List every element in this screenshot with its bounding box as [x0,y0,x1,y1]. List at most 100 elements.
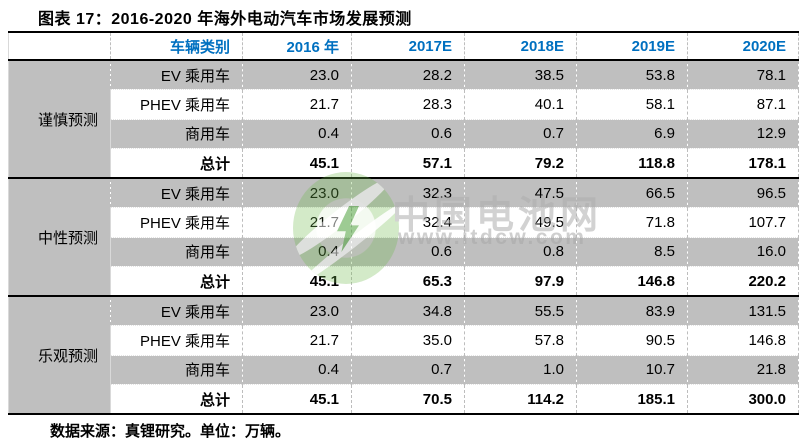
value-cell: 57.8 [464,325,577,355]
value-cell: 90.5 [576,325,688,355]
value-cell: 70.5 [351,384,465,414]
value-cell: 35.0 [351,325,465,355]
value-cell: 21.7 [242,325,352,355]
category-cell: EV 乘用车 [110,177,243,208]
table-row: 总计 45.1 70.5 114.2 185.1 300.0 [8,384,799,414]
value-cell: 21.7 [242,89,352,119]
category-cell: 总计 [110,148,243,178]
value-cell: 87.1 [687,89,799,119]
value-cell: 38.5 [464,59,577,90]
value-cell: 0.7 [351,354,465,385]
value-cell: 45.1 [242,148,352,178]
header-row: 车辆类别 2016 年 2017E 2018E 2019E 2020E [8,32,799,60]
value-cell: 131.5 [687,295,799,326]
value-cell: 34.8 [351,295,465,326]
value-cell: 83.9 [576,295,688,326]
table-row: 中性预测 EV 乘用车 23.0 32.3 47.5 66.5 96.5 [8,177,799,296]
value-cell: 0.4 [242,118,352,149]
category-cell: 商用车 [110,354,243,385]
table-row: PHEV 乘用车 21.7 32.4 49.5 71.8 107.7 [9,207,799,237]
value-cell: 65.3 [351,266,465,296]
table-row: 商用车 0.4 0.6 0.7 6.9 12.9 [9,118,799,149]
category-cell: PHEV 乘用车 [110,207,243,237]
value-cell: 12.9 [687,118,799,149]
group-label-cell: 乐观预测 [8,296,111,414]
value-cell: 45.1 [242,384,352,414]
table-row: 总计 45.1 57.1 79.2 118.8 178.1 [8,148,799,178]
value-cell: 53.8 [576,59,688,90]
category-cell: PHEV 乘用车 [110,89,243,119]
value-cell: 0.7 [464,118,577,149]
value-cell: 114.2 [464,384,577,414]
value-cell: 66.5 [576,177,688,208]
table-row: 总计 45.1 65.3 97.9 146.8 220.2 [8,266,799,296]
value-cell: 45.1 [242,266,352,296]
table-row: PHEV 乘用车 21.7 35.0 57.8 90.5 146.8 [9,325,799,355]
header-cell: 2016 年 [242,32,352,60]
value-cell: 58.1 [576,89,688,119]
value-cell: 57.1 [351,148,465,178]
value-cell: 21.7 [242,207,352,237]
table-header: 车辆类别 2016 年 2017E 2018E 2019E 2020E [8,32,799,60]
category-cell: 商用车 [110,118,243,149]
group-label-cell: 谨慎预测 [8,60,111,178]
value-cell: 78.1 [687,59,799,90]
value-cell: 0.4 [242,236,352,267]
value-cell: 23.0 [242,295,352,326]
value-cell: 21.8 [687,354,799,385]
value-cell: 23.0 [242,59,352,90]
table-row: 商用车 0.4 0.7 1.0 10.7 21.8 [9,354,799,385]
value-cell: 0.6 [351,118,465,149]
value-cell: 0.6 [351,236,465,267]
category-cell: 总计 [110,384,243,414]
value-cell: 6.9 [576,118,688,149]
value-cell: 10.7 [576,354,688,385]
value-cell: 118.8 [576,148,688,178]
table-row: 商用车 0.4 0.6 0.8 8.5 16.0 [9,236,799,267]
table-row: PHEV 乘用车 21.7 28.3 40.1 58.1 87.1 [9,89,799,119]
value-cell: 0.4 [242,354,352,385]
value-cell: 96.5 [687,177,799,208]
value-cell: 220.2 [687,266,799,296]
value-cell: 300.0 [687,384,799,414]
group-label-cell: 中性预测 [8,178,111,296]
value-cell: 0.8 [464,236,577,267]
value-cell: 185.1 [576,384,688,414]
header-cell: 2018E [464,32,577,60]
header-cell: 2017E [351,32,465,60]
category-cell: EV 乘用车 [110,295,243,326]
value-cell: 1.0 [464,354,577,385]
value-cell: 28.2 [351,59,465,90]
table-row: 谨慎预测 EV 乘用车 23.0 28.2 38.5 53.8 78.1 [8,59,799,178]
header-cell-empty [8,32,111,60]
value-cell: 71.8 [576,207,688,237]
value-cell: 55.5 [464,295,577,326]
value-cell: 146.8 [687,325,799,355]
header-cell: 车辆类别 [110,32,243,60]
table-row: 乐观预测 EV 乘用车 23.0 34.8 55.5 83.9 131.5 [8,295,799,414]
value-cell: 79.2 [464,148,577,178]
category-cell: EV 乘用车 [110,59,243,90]
value-cell: 32.4 [351,207,465,237]
value-cell: 178.1 [687,148,799,178]
header-cell: 2020E [687,32,799,60]
source-note: 数据来源：真锂研究。单位：万辆。 [50,423,291,440]
value-cell: 107.7 [687,207,799,237]
table-body: 谨慎预测 EV 乘用车 23.0 28.2 38.5 53.8 78.1 PHEV 乘用车 21… [8,59,799,414]
forecast-table: 车辆类别 2016 年 2017E 2018E 2019E 2020E 谨慎预测 EV 乘用… [8,31,799,415]
value-cell: 23.0 [242,177,352,208]
value-cell: 49.5 [464,207,577,237]
value-cell: 28.3 [351,89,465,119]
value-cell: 32.3 [351,177,465,208]
figure-title: 图表 17：2016-2020 年海外电动汽车市场发展预测 [38,11,412,28]
value-cell: 146.8 [576,266,688,296]
value-cell: 8.5 [576,236,688,267]
value-cell: 47.5 [464,177,577,208]
category-cell: PHEV 乘用车 [110,325,243,355]
category-cell: 商用车 [110,236,243,267]
header-cell: 2019E [576,32,688,60]
value-cell: 40.1 [464,89,577,119]
category-cell: 总计 [110,266,243,296]
value-cell: 16.0 [687,236,799,267]
